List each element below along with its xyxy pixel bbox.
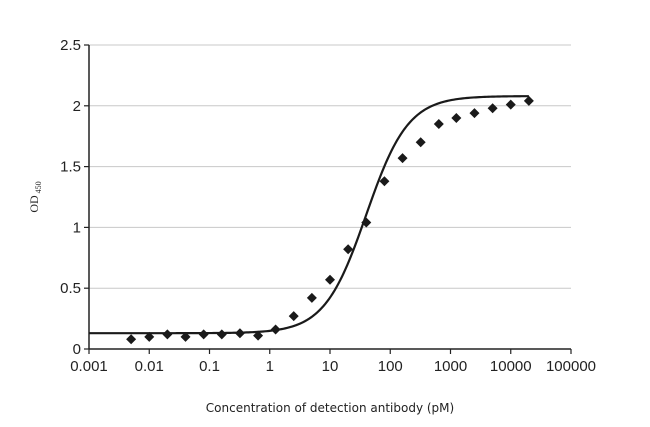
data-point-8	[270, 324, 281, 335]
svg-text:OD450: OD 450	[27, 181, 43, 212]
data-points	[126, 95, 534, 345]
x-tick-label-5: 100	[378, 358, 403, 375]
data-point-15	[397, 153, 408, 164]
data-point-13	[361, 217, 372, 228]
x-tick-label-7: 10000	[490, 358, 532, 375]
data-point-21	[505, 99, 516, 110]
data-point-20	[487, 103, 498, 114]
y-tick-label-0: 0	[73, 341, 81, 358]
y-tick-label-4: 2	[73, 98, 81, 115]
data-point-16	[415, 137, 426, 148]
data-point-18	[451, 112, 462, 123]
x-tick-label-0: 0.001	[70, 358, 108, 375]
data-point-7	[253, 330, 264, 341]
y-tick-label-2: 1	[73, 219, 81, 236]
y-tick-label-3: 1.5	[60, 159, 81, 176]
x-tick-label-8: 100000	[546, 358, 596, 375]
data-point-1	[144, 331, 155, 342]
x-tick-label-4: 10	[322, 358, 339, 375]
x-axis-title: Concentration of detection antibody (pM)	[206, 401, 454, 415]
data-point-2	[162, 329, 173, 340]
data-point-22	[523, 95, 534, 106]
x-ticks: 0.001 0.01 0.1 1 10 100 1000 10000 100000	[70, 349, 596, 375]
y-axis-title-sub: 450	[34, 181, 43, 193]
y-axis-title: OD 450	[27, 181, 43, 212]
y-tick-label-1: 0.5	[60, 280, 81, 297]
data-point-9	[288, 311, 299, 322]
data-point-5	[216, 329, 227, 340]
y-ticks: 0 0.5 1 1.5 2 2.5	[60, 37, 89, 358]
data-point-19	[469, 108, 480, 119]
gridlines	[89, 44, 571, 289]
data-point-4	[198, 329, 209, 340]
x-tick-label-3: 1	[266, 358, 274, 375]
fit-curve	[89, 95, 529, 335]
data-point-12	[343, 244, 354, 255]
data-point-10	[306, 292, 317, 303]
y-tick-label-5: 2.5	[60, 37, 81, 54]
data-point-11	[325, 274, 335, 285]
y-axis-title-main: OD	[27, 195, 41, 213]
x-tick-label-2: 0.1	[199, 358, 220, 375]
data-point-6	[234, 328, 245, 339]
data-point-3	[180, 331, 191, 342]
data-point-17	[433, 119, 444, 130]
x-tick-label-6: 1000	[434, 358, 467, 375]
data-point-14	[379, 176, 390, 187]
data-point-0	[126, 334, 137, 345]
x-tick-label-1: 0.01	[135, 358, 164, 375]
